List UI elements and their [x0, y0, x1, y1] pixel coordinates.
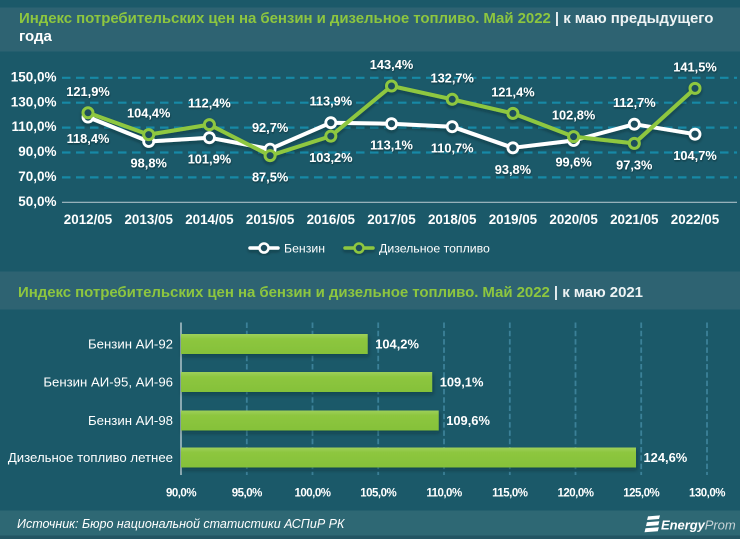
svg-text:113,1%: 113,1%	[370, 138, 413, 153]
svg-text:110,0%: 110,0%	[426, 488, 462, 500]
svg-text:130,0%: 130,0%	[11, 94, 57, 109]
svg-text:Индекс потребительских цен на: Индекс потребительских цен на бензин и д…	[18, 284, 643, 301]
svg-text:110,0%: 110,0%	[11, 119, 56, 134]
svg-text:Бензин АИ-95, АИ-96: Бензин АИ-95, АИ-96	[43, 374, 173, 389]
svg-text:130,0%: 130,0%	[689, 488, 725, 500]
svg-text:112,7%: 112,7%	[613, 95, 656, 110]
svg-text:113,9%: 113,9%	[309, 94, 352, 109]
svg-text:115,0%: 115,0%	[492, 488, 528, 500]
svg-text:93,8%: 93,8%	[495, 162, 532, 177]
svg-text:110,7%: 110,7%	[431, 141, 474, 156]
svg-text:118,4%: 118,4%	[67, 131, 110, 146]
svg-text:112,4%: 112,4%	[188, 96, 231, 111]
svg-text:141,5%: 141,5%	[673, 59, 717, 74]
svg-text:Дизельное топливо летнее: Дизельное топливо летнее	[8, 450, 173, 465]
svg-text:99,6%: 99,6%	[555, 155, 592, 170]
svg-text:120,0%: 120,0%	[557, 488, 593, 500]
svg-text:2016/05: 2016/05	[307, 212, 356, 227]
svg-text:97,3%: 97,3%	[616, 157, 653, 172]
svg-text:2012/05: 2012/05	[64, 212, 113, 227]
svg-text:90,0%: 90,0%	[18, 144, 56, 159]
svg-text:102,8%: 102,8%	[552, 108, 596, 123]
svg-text:121,4%: 121,4%	[491, 84, 535, 99]
svg-text:104,2%: 104,2%	[375, 336, 419, 351]
svg-text:124,6%: 124,6%	[644, 450, 688, 465]
svg-text:103,2%: 103,2%	[309, 150, 353, 165]
svg-text:2015/05: 2015/05	[246, 212, 295, 227]
svg-text:2013/05: 2013/05	[124, 212, 173, 227]
svg-text:2018/05: 2018/05	[428, 212, 477, 227]
svg-text:132,7%: 132,7%	[430, 70, 474, 85]
svg-text:100,0%: 100,0%	[294, 488, 330, 500]
svg-text:121,9%: 121,9%	[66, 84, 110, 99]
svg-text:104,4%: 104,4%	[127, 106, 171, 121]
svg-text:Дизельное топливо: Дизельное топливо	[379, 242, 490, 256]
svg-text:2022/05: 2022/05	[671, 212, 720, 227]
svg-text:Бензин АИ-92: Бензин АИ-92	[88, 336, 173, 351]
svg-text:2019/05: 2019/05	[489, 212, 538, 227]
svg-text:Источник: Бюро национальной ст: Источник: Бюро национальной статистики А…	[17, 517, 345, 531]
svg-text:Индекс потребительских цен на: Индекс потребительских цен на бензин и д…	[19, 10, 713, 27]
svg-text:125,0%: 125,0%	[623, 488, 659, 500]
svg-text:101,9%: 101,9%	[188, 152, 232, 167]
svg-text:50,0%: 50,0%	[18, 194, 56, 209]
svg-text:70,0%: 70,0%	[18, 169, 56, 184]
svg-text:98,8%: 98,8%	[131, 156, 168, 171]
svg-text:2020/05: 2020/05	[549, 212, 598, 227]
svg-text:2021/05: 2021/05	[610, 212, 659, 227]
svg-text:2014/05: 2014/05	[185, 212, 234, 227]
svg-text:2017/05: 2017/05	[367, 212, 416, 227]
svg-text:92,7%: 92,7%	[252, 120, 289, 135]
svg-text:90,0%: 90,0%	[166, 488, 196, 500]
svg-text:104,7%: 104,7%	[673, 148, 717, 163]
svg-text:95,0%: 95,0%	[232, 488, 262, 500]
svg-text:150,0%: 150,0%	[11, 69, 57, 84]
svg-text:Бензин АИ-98: Бензин АИ-98	[88, 413, 173, 428]
svg-text:143,4%: 143,4%	[370, 57, 414, 72]
svg-text:109,1%: 109,1%	[440, 374, 484, 389]
svg-text:105,0%: 105,0%	[360, 488, 396, 500]
svg-text:Бензин: Бензин	[284, 242, 325, 256]
svg-text:года: года	[19, 28, 53, 45]
svg-text:109,6%: 109,6%	[446, 413, 490, 428]
svg-text:EnergyProm: EnergyProm	[661, 518, 736, 533]
svg-text:87,5%: 87,5%	[252, 170, 289, 185]
